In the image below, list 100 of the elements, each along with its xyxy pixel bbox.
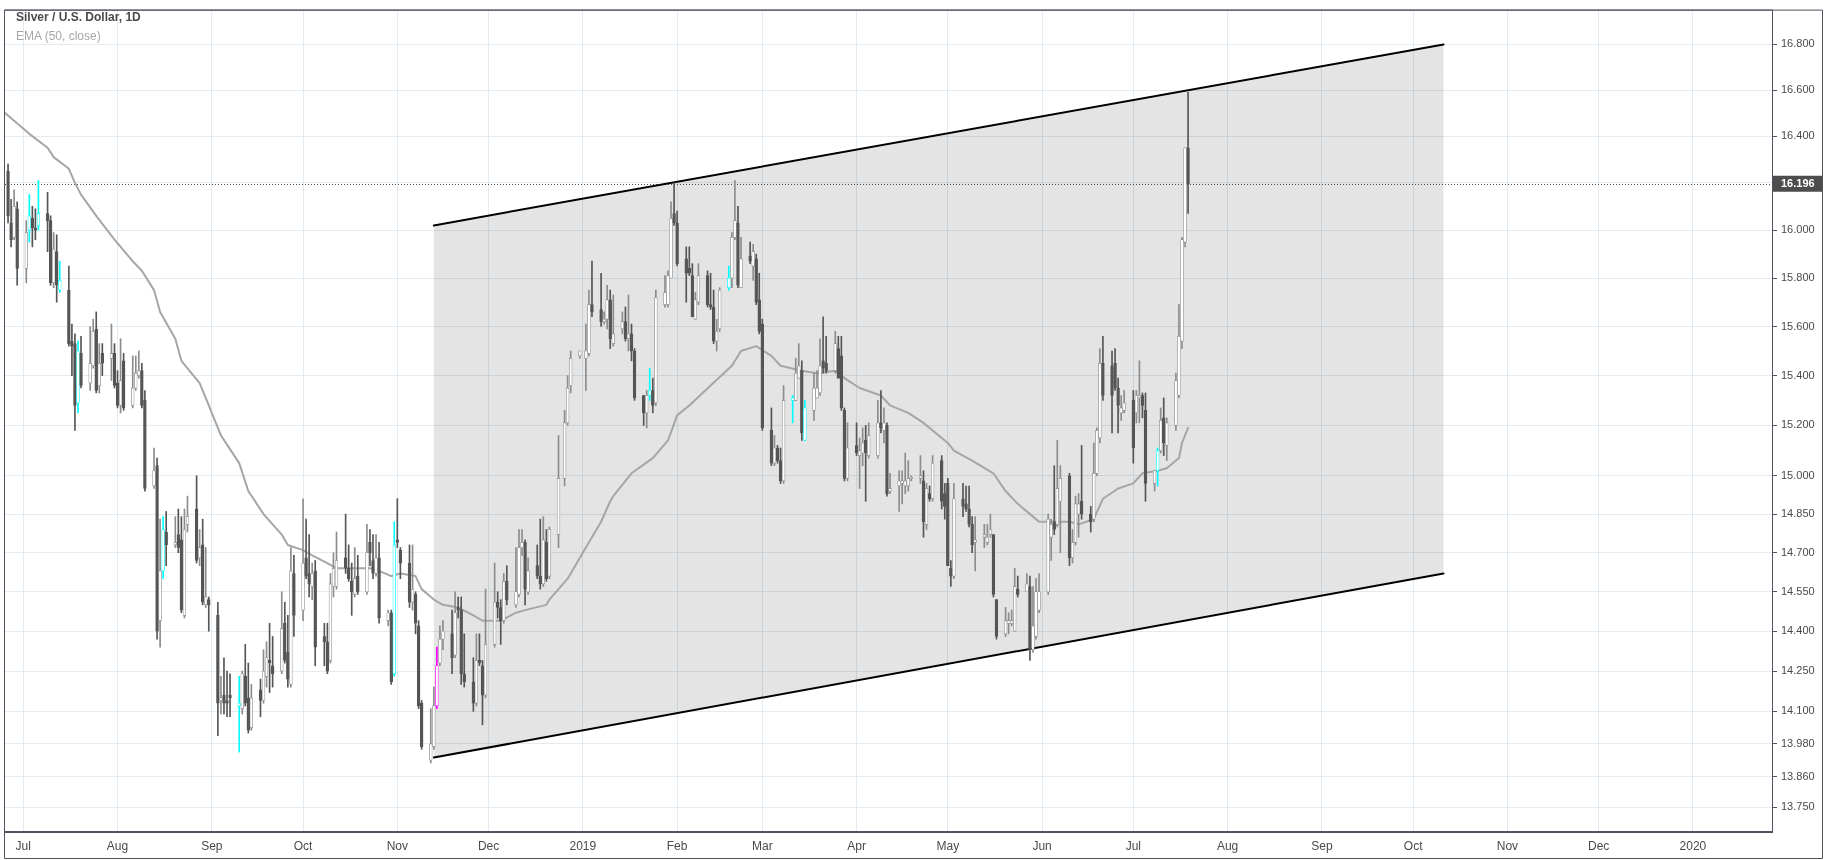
y-tick-label: 13.980 xyxy=(1781,736,1815,749)
candlestick xyxy=(173,516,178,548)
candlestick xyxy=(778,447,783,484)
candlestick xyxy=(356,554,360,595)
candlestick xyxy=(121,353,126,411)
candlestick xyxy=(386,609,390,627)
candlestick xyxy=(398,547,403,580)
x-tick-label: Sep xyxy=(201,838,223,853)
candlestick xyxy=(863,425,868,502)
candlestick xyxy=(641,395,646,426)
y-tick-label: 15.200 xyxy=(1781,418,1815,431)
candlestick xyxy=(538,518,542,590)
candlestick xyxy=(1162,397,1166,456)
candlestick xyxy=(1131,390,1136,464)
candlestick xyxy=(769,407,774,466)
candlestick xyxy=(781,385,786,484)
candlestick xyxy=(1079,445,1084,520)
candlestick xyxy=(197,529,202,566)
candlestick xyxy=(258,678,263,718)
x-tick-label: Nov xyxy=(386,838,408,853)
candlestick xyxy=(620,311,625,335)
ref-line-label: 16.196 xyxy=(1781,177,1815,190)
candlestick xyxy=(918,455,923,484)
y-tick-label: 14.400 xyxy=(1781,624,1815,637)
x-tick-label: Jul xyxy=(1125,838,1141,853)
candlestick xyxy=(608,289,612,349)
candlestick xyxy=(897,470,901,512)
x-tick-label: Dec xyxy=(477,838,500,853)
y-tick-label: 16.000 xyxy=(1781,223,1815,236)
x-tick-label: 2020 xyxy=(1679,838,1707,853)
candlestick xyxy=(407,544,412,608)
candlestick xyxy=(845,422,850,482)
candlestick xyxy=(100,343,105,376)
candlestick xyxy=(541,516,546,587)
y-tick-label: 13.860 xyxy=(1781,769,1815,782)
candlestick xyxy=(888,472,892,494)
x-tick-label: Oct xyxy=(1403,838,1424,853)
x-tick-label: Dec xyxy=(1587,838,1610,853)
candlestick xyxy=(1152,470,1157,492)
candlestick xyxy=(705,270,710,308)
candlestick xyxy=(58,260,62,293)
x-tick-label: Jun xyxy=(1032,838,1052,853)
y-tick-label: 16.600 xyxy=(1781,83,1815,96)
y-tick-label: 16.400 xyxy=(1781,129,1815,142)
candlestick xyxy=(131,355,135,409)
candlestick xyxy=(1165,417,1169,461)
y-tick-label: 15.400 xyxy=(1781,368,1815,381)
candlestick xyxy=(280,591,284,675)
candlestick xyxy=(1143,392,1148,502)
candlestick xyxy=(249,684,254,731)
candlestick xyxy=(994,599,999,640)
y-tick-label: 14.100 xyxy=(1781,704,1815,717)
candlestick xyxy=(36,180,41,231)
candlestick xyxy=(240,670,244,715)
candlestick xyxy=(833,331,838,374)
candlestick xyxy=(24,220,29,284)
candlestick xyxy=(392,521,397,677)
candlestick xyxy=(1003,607,1008,637)
candlestick xyxy=(651,377,655,414)
x-tick-label: 2019 xyxy=(569,838,597,853)
candlestick xyxy=(611,294,615,347)
candlestick xyxy=(882,407,886,444)
candlestick xyxy=(194,475,199,564)
candlestick xyxy=(237,676,241,753)
x-tick-label: Nov xyxy=(1496,838,1519,853)
candlestick xyxy=(471,657,476,712)
candlestick xyxy=(200,518,205,606)
candlestick xyxy=(94,311,98,394)
x-tick-label: Apr xyxy=(847,838,866,853)
x-tick-label: May xyxy=(936,838,960,853)
y-tick-label: 13.750 xyxy=(1781,800,1815,813)
candlestick xyxy=(867,422,871,459)
y-tick-label: 14.250 xyxy=(1781,664,1815,677)
candlestick xyxy=(483,588,488,699)
y-tick-label: 15.800 xyxy=(1781,271,1815,284)
x-tick-label: Jul xyxy=(15,838,31,853)
candlestick xyxy=(1067,472,1072,566)
y-tick-label: 14.550 xyxy=(1781,584,1815,597)
x-tick-label: Aug xyxy=(1216,838,1239,853)
candlestick xyxy=(459,596,463,685)
candlestick xyxy=(544,529,549,582)
x-tick-label: Oct xyxy=(293,838,314,853)
candlestick xyxy=(164,511,168,566)
y-tick-label: 15.000 xyxy=(1781,468,1815,481)
x-tick-label: Feb xyxy=(666,838,688,853)
x-tick-label: Aug xyxy=(106,838,129,853)
y-tick-label: 16.800 xyxy=(1781,37,1815,50)
candlestick xyxy=(821,316,825,374)
candlestick xyxy=(1076,493,1081,538)
candlestick xyxy=(1155,447,1160,487)
candlestick xyxy=(1052,465,1056,535)
y-tick-label: 14.850 xyxy=(1781,507,1815,520)
candlestick xyxy=(590,260,594,318)
text: EMA (50, close) xyxy=(16,28,101,44)
candlestick xyxy=(395,498,400,548)
candlestick xyxy=(51,232,56,289)
candlestick xyxy=(1089,506,1093,533)
candlestick xyxy=(684,246,688,303)
y-tick-label: 15.600 xyxy=(1781,319,1815,332)
chart-title: Silver / U.S. Dollar, 1D xyxy=(16,10,141,24)
